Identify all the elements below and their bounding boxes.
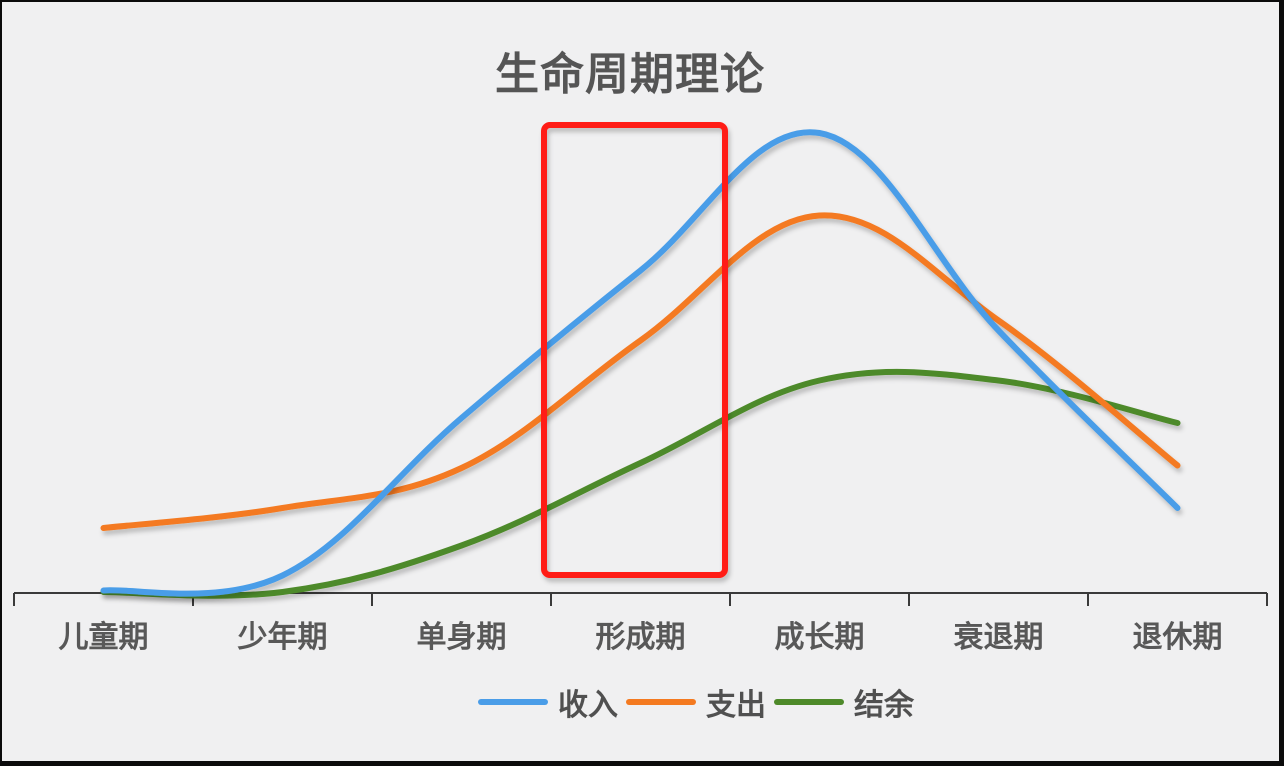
- x-axis-label: 少年期: [237, 620, 328, 655]
- series-line-income: [100, 129, 1181, 597]
- series-lines: [100, 129, 1181, 599]
- x-axis-label: 衰退期: [953, 620, 1044, 655]
- legend-item-expense[interactable]: 支出: [626, 680, 766, 724]
- legend-swatch-expense: [626, 699, 696, 705]
- legend-swatch-income: [478, 699, 548, 705]
- x-axis-label: 儿童期: [58, 620, 149, 655]
- legend-item-surplus[interactable]: 结余: [774, 680, 914, 724]
- series-line-surplus: [100, 368, 1181, 599]
- legend: 收入 支出 结余: [478, 680, 922, 724]
- chart-title: 生命周期理论: [495, 49, 765, 100]
- legend-swatch-surplus: [774, 699, 844, 705]
- highlight-rectangle: [541, 122, 728, 578]
- legend-label: 收入: [558, 688, 618, 723]
- x-axis-labels: 儿童期 少年期 单身期 形成期 成长期 衰退期 退休期: [0, 612, 1284, 656]
- legend-item-income[interactable]: 收入: [478, 680, 618, 724]
- x-axis-label: 形成期: [595, 620, 686, 655]
- x-axis-label: 单身期: [416, 620, 507, 655]
- x-axis-label: 退休期: [1132, 620, 1223, 655]
- series-line-expense: [100, 212, 1181, 531]
- legend-label: 结余: [854, 688, 914, 723]
- legend-label: 支出: [706, 688, 766, 723]
- x-axis-label: 成长期: [774, 620, 865, 655]
